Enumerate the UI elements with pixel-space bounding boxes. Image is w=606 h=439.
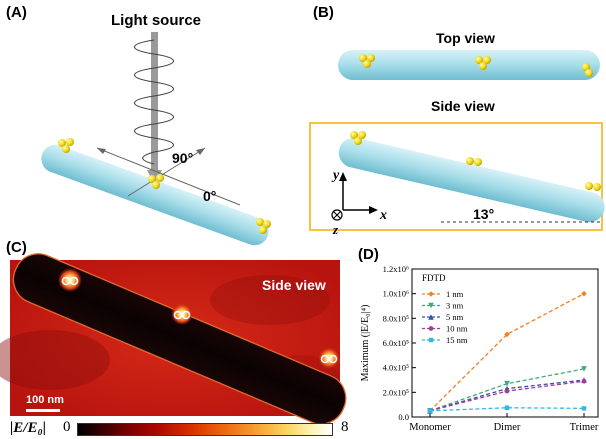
x-tick-label-dimer: Dimer xyxy=(494,422,521,433)
axis-y-label: y xyxy=(333,168,340,183)
data-point-3-nm-1 xyxy=(504,380,510,387)
series-line-1-nm xyxy=(429,293,585,412)
data-point-15-nm-1 xyxy=(504,405,510,410)
field-side-view-label: Side view xyxy=(262,277,326,293)
legend-label-1-nm: 1 nm xyxy=(446,289,464,299)
data-point-1-nm-2 xyxy=(581,290,587,297)
particle-end-a xyxy=(256,218,271,234)
data-point-10-nm-2 xyxy=(581,378,587,384)
panel-b-illustration xyxy=(309,50,605,231)
top-view-label: Top view xyxy=(436,30,495,46)
y-tick-label: 1.0x10⁶ xyxy=(383,289,409,299)
side-view-title: Side view xyxy=(431,98,495,114)
particle-top-left xyxy=(359,54,375,68)
y-tick-label: 1.2x10⁶ xyxy=(383,264,409,274)
particle-side-center xyxy=(466,157,482,166)
legend-marker-5-nm xyxy=(428,314,434,320)
axis-x-label: x xyxy=(380,208,387,223)
scale-bar xyxy=(26,409,60,412)
y-axis-label: Maximum (|E/E₀|⁴) xyxy=(360,305,371,382)
colorbar xyxy=(77,423,333,436)
y-tick-label: 4.0x10⁵ xyxy=(383,363,409,373)
hotspot-right xyxy=(318,347,340,369)
particle-trimer-a xyxy=(58,138,74,153)
data-point-3-nm-2 xyxy=(581,366,587,372)
colorbar-title: |E/E₀| xyxy=(10,420,47,436)
hotspot-center xyxy=(171,303,193,325)
particle-top-right xyxy=(582,63,593,77)
hotspot-left xyxy=(58,268,82,292)
panel-b-label: (B) xyxy=(313,4,334,21)
legend-marker-10-nm xyxy=(428,326,434,331)
axis-z-label: z xyxy=(333,222,339,237)
polarization-90-arrow xyxy=(96,147,241,206)
scale-bar-label: 100 nm xyxy=(26,394,64,406)
particle-center-a xyxy=(148,174,164,189)
legend-marker-15-nm xyxy=(428,337,434,343)
nanorod-a xyxy=(41,144,269,246)
legend-label-10-nm: 10 nm xyxy=(446,324,468,334)
angle-0-label: 0° xyxy=(203,188,217,204)
colorbar-min: 0 xyxy=(63,419,71,435)
legend-label-15-nm: 15 nm xyxy=(446,335,468,345)
light-beam xyxy=(151,32,158,172)
particle-side-left xyxy=(350,131,366,145)
particle-top-center xyxy=(475,56,491,70)
legend-label-5-nm: 5 nm xyxy=(446,312,464,322)
legend-marker-3-nm xyxy=(428,302,434,309)
angle-13-label: 13° xyxy=(473,206,495,222)
panel-c-label: (C) xyxy=(6,239,27,256)
y-tick-label: 0.0 xyxy=(398,412,409,422)
particle-side-right xyxy=(585,182,601,191)
line-chart: 0.0 2.0x10⁵ 4.0x10⁵ 6.0x10⁵ 8.0x10⁵ 1.0x10⁶ 1.… xyxy=(360,264,599,433)
light-spiral xyxy=(133,39,175,165)
panel-a-label: (A) xyxy=(6,4,27,21)
panel-a-illustration xyxy=(41,32,271,246)
light-source-label: Light source xyxy=(111,12,202,29)
nanorod-top-view xyxy=(338,50,600,80)
x-tick-label-monomer: Monomer xyxy=(409,422,451,433)
legend-title: FDTD xyxy=(422,273,446,283)
y-tick-label: 2.0x10⁵ xyxy=(383,387,409,397)
field-map xyxy=(0,253,347,425)
data-point-10-nm-1 xyxy=(504,388,510,394)
angle-90-label: 90° xyxy=(172,150,194,166)
data-point-1-nm-1 xyxy=(504,331,510,338)
y-tick-label: 6.0x10⁵ xyxy=(383,338,409,348)
nanorod-side-view xyxy=(338,137,605,223)
data-point-15-nm-2 xyxy=(581,406,587,411)
plot-frame xyxy=(411,268,599,418)
data-point-15-nm-0 xyxy=(427,408,433,414)
polarization-0-arrow xyxy=(127,147,206,197)
panel-d-label: (D) xyxy=(358,246,379,263)
x-tick-label-trimer: Trimer xyxy=(570,422,599,433)
side-view-frame xyxy=(309,122,603,231)
legend-label-3-nm: 3 nm xyxy=(446,301,464,311)
legend-marker-1-nm xyxy=(428,291,434,297)
y-tick-label: 8.0x10⁵ xyxy=(383,313,409,323)
colorbar-max: 8 xyxy=(341,419,349,435)
